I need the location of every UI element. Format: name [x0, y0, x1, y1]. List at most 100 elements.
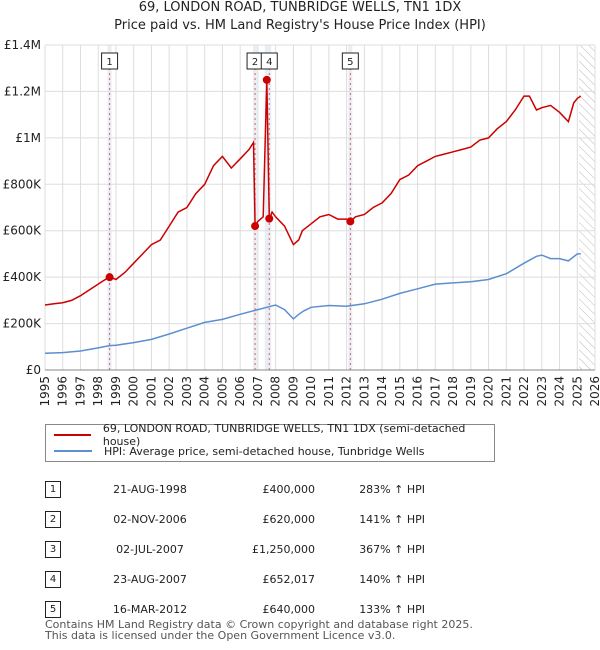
x-tick-label: 2005: [215, 376, 229, 407]
sales-table: 1 21-AUG-1998 £400,000 283% ↑ HPI 2 02-NOV-20…: [45, 474, 425, 624]
sale-number-badge: 4: [45, 570, 61, 588]
legend-label-property: 69, LONDON ROAD, TUNBRIDGE WELLS, TN1 1D…: [102, 422, 466, 448]
x-tick-label: 2016: [411, 376, 425, 407]
y-tick-label: £1M: [15, 131, 41, 145]
sale-price: £652,017: [262, 572, 316, 586]
y-tick-label: £1.4M: [4, 38, 41, 52]
sale-price: £620,000: [262, 512, 316, 526]
sale-date: 16-MAR-2012: [112, 602, 188, 616]
sale-point: [251, 222, 260, 231]
series-line-hpi: [44, 253, 581, 355]
y-tick-label: £400K: [3, 270, 43, 284]
sale-number: 3: [45, 534, 85, 564]
x-tick-label: 2013: [357, 376, 371, 407]
sale-date: 02-JUL-2007: [116, 542, 184, 556]
sale-label-box: [101, 52, 119, 70]
sale-point: [346, 217, 355, 226]
legend-item-property: 69, LONDON ROAD, TUNBRIDGE WELLS, TN1 1D…: [54, 422, 494, 448]
sale-hpi-change: 140% ↑ HPI: [359, 572, 425, 586]
x-tick-label: 2003: [180, 376, 194, 407]
sale-label-box: [260, 52, 278, 70]
x-tick-label: 1995: [38, 376, 52, 407]
x-tick-label: 2000: [127, 376, 141, 407]
x-tick-label: 2014: [375, 376, 389, 407]
sale-band: [348, 45, 353, 370]
x-tick-label: 1996: [56, 376, 70, 407]
x-tick-label: 2006: [233, 376, 247, 407]
chart-subtitle: Price paid vs. HM Land Registry's House …: [114, 18, 486, 33]
sale-band: [107, 45, 112, 370]
y-tick-label: £600K: [3, 224, 43, 238]
sale-number-badge: 2: [45, 510, 61, 528]
footer-licence: This data is licensed under the Open Gov…: [45, 629, 396, 642]
sale-number: 2: [45, 504, 85, 534]
sale-hpi-change: 133% ↑ HPI: [359, 602, 425, 616]
y-tick-label: £200K: [3, 317, 43, 331]
x-tick-label: 2001: [144, 376, 158, 407]
sale-price: £1,250,000: [252, 542, 315, 556]
sale-point: [105, 273, 114, 282]
legend: 69, LONDON ROAD, TUNBRIDGE WELLS, TN1 1D…: [45, 422, 495, 462]
sale-hpi-change: 283% ↑ HPI: [359, 482, 425, 496]
sale-date: 21-AUG-1998: [113, 482, 187, 496]
series-line-property: [44, 79, 582, 306]
x-tick-label: 1998: [91, 376, 105, 407]
sale-number: 1: [45, 474, 85, 504]
x-tick-label: 2019: [464, 376, 478, 407]
sales-row: 3 02-JUL-2007 £1,250,000 367% ↑ HPI: [45, 534, 425, 564]
sale-date: 02-NOV-2006: [113, 512, 187, 526]
sale-number: 5: [45, 594, 85, 624]
sales-row: 4 23-AUG-2007 £652,017 140% ↑ HPI: [45, 564, 425, 594]
sale-label: 1: [106, 57, 112, 68]
sale-hpi-change: 141% ↑ HPI: [359, 512, 425, 526]
x-tick-label: 2007: [251, 376, 265, 407]
sale-date: 23-AUG-2007: [113, 572, 187, 586]
sale-number: 4: [45, 564, 85, 594]
x-tick-label: 2015: [393, 376, 407, 407]
sale-number-badge: 1: [45, 480, 61, 498]
x-tick-label: 2021: [499, 376, 513, 407]
sales-row: 2 02-NOV-2006 £620,000 141% ↑ HPI: [45, 504, 425, 534]
legend-swatch-property: [54, 434, 91, 436]
legend-item-hpi: HPI: Average price, semi-detached house,…: [54, 443, 425, 459]
y-tick-label: £0: [26, 363, 41, 377]
sale-label: 4: [266, 57, 272, 68]
footer: Contains HM Land Registry data © Crown c…: [45, 619, 473, 641]
x-tick-label: 2004: [198, 376, 212, 407]
sale-price: £640,000: [262, 602, 316, 616]
x-tick-label: 2022: [517, 376, 531, 407]
sale-band: [264, 45, 269, 370]
sales-row: 5 16-MAR-2012 £640,000 133% ↑ HPI: [45, 594, 425, 624]
sale-point: [262, 75, 271, 84]
x-tick-label: 2011: [322, 376, 336, 407]
future-hatch-region: [579, 45, 595, 370]
x-tick-label: 2020: [482, 376, 496, 407]
plot-area: [45, 45, 595, 370]
sale-label: 2: [252, 57, 258, 68]
legend-label-hpi: HPI: Average price, semi-detached house,…: [104, 444, 425, 458]
x-tick-label: 2024: [553, 376, 567, 407]
sale-hpi-change: 367% ↑ HPI: [359, 542, 425, 556]
x-tick-label: 1997: [73, 376, 87, 407]
footer-copyright: Contains HM Land Registry data © Crown c…: [45, 618, 473, 631]
sale-label: 5: [347, 57, 353, 68]
y-tick-label: £1.2M: [4, 84, 41, 98]
sale-point: [265, 214, 274, 223]
legend-swatch-hpi: [54, 450, 92, 452]
x-tick-label: 1999: [109, 376, 123, 407]
y-tick-label: £800K: [3, 177, 43, 191]
chart-title: 69, LONDON ROAD, TUNBRIDGE WELLS, TN1 1D…: [138, 0, 462, 15]
x-tick-label: 2002: [162, 376, 176, 407]
sale-number-badge: 3: [45, 540, 61, 558]
x-tick-label: 2010: [304, 376, 318, 407]
x-tick-label: 2008: [269, 376, 283, 407]
x-tick-label: 2026: [588, 376, 600, 407]
x-tick-label: 2018: [446, 376, 460, 407]
sale-price: £400,000: [262, 482, 316, 496]
x-tick-label: 2025: [570, 376, 584, 407]
x-tick-label: 2012: [340, 376, 354, 407]
sale-number-badge: 5: [45, 600, 61, 618]
price-chart: £0 £200K £400K £600K £800K £1M £1.2M £1.4M 1995 1…: [3, 38, 600, 407]
sales-row: 1 21-AUG-1998 £400,000 283% ↑ HPI: [45, 474, 425, 504]
x-tick-label: 2023: [535, 376, 549, 407]
